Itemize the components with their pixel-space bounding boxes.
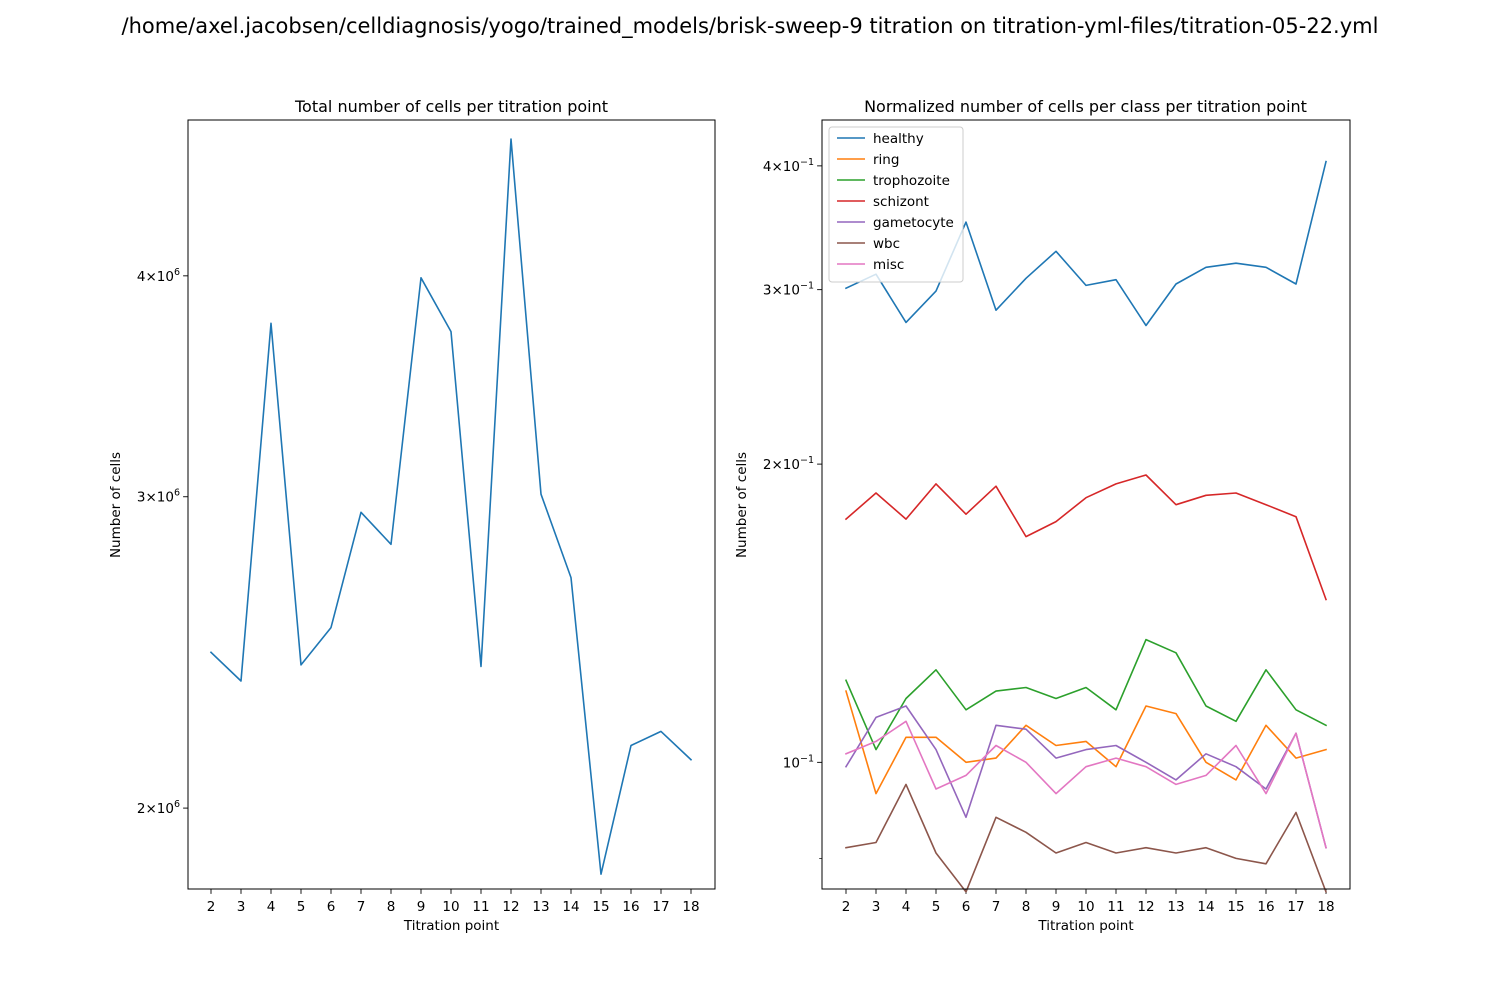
- normalized-cells-x-ticks: 2 3 4 5 6 7 8 9 10 11 12 13 14 15 16 17 18: [842, 889, 1335, 915]
- total-cells-x-tick-label: 3: [237, 899, 246, 915]
- normalized-cells-x-tick-label: 18: [1317, 899, 1334, 915]
- normalized-cells-series-wbc: [845, 783, 1328, 893]
- normalized-cells-x-tick-label: 8: [1022, 899, 1031, 915]
- legend-label-ring: ring: [873, 152, 899, 168]
- normalized-cells-x-tick-label: 2: [842, 899, 851, 915]
- normalized-cells-series-ring: [845, 690, 1327, 795]
- normalized-cells-x-tick-label: 13: [1167, 899, 1184, 915]
- normalized-cells-chart: Normalized number of cells per class per…: [734, 97, 1351, 934]
- total-cells-x-tick-label: 8: [387, 899, 396, 915]
- normalized-cells-legend: healthy ring trophozoite schizont gametocyte…: [828, 126, 964, 283]
- normalized-cells-x-tick-label: 9: [1052, 899, 1061, 915]
- normalized-cells-series-misc: [844, 720, 1327, 849]
- normalized-cells-series-healthy: [844, 160, 1327, 327]
- total-cells-x-tick-label: 9: [417, 899, 426, 915]
- normalized-cells-x-tick-label: 10: [1077, 899, 1094, 915]
- normalized-cells-y-tick-label: 3×10−1: [763, 281, 814, 299]
- normalized-cells-x-tick-label: 12: [1137, 899, 1154, 915]
- normalized-cells-lines: [844, 160, 1328, 893]
- normalized-cells-series-schizont: [844, 474, 1328, 601]
- total-cells-y-label: Number of cells: [108, 452, 124, 558]
- normalized-cells-series-gametocyte: [844, 705, 1327, 849]
- normalized-cells-y-tick-label: 10−1: [783, 753, 814, 771]
- legend-label-healthy: healthy: [873, 131, 924, 147]
- normalized-cells-y-tick-label: 4×10−1: [763, 157, 814, 175]
- total-cells-y-tick-label: 2×106: [137, 799, 180, 817]
- normalized-cells-x-tick-label: 7: [992, 899, 1001, 915]
- total-cells-x-label: Titration point: [403, 918, 499, 934]
- total-cells-x-tick-label: 14: [562, 899, 579, 915]
- legend-label-misc: misc: [873, 257, 904, 273]
- legend-label-trophozoite: trophozoite: [873, 173, 950, 189]
- legend-label-schizont: schizont: [873, 194, 929, 210]
- total-cells-x-ticks: 2 3 4 5 6 7 8 9 10 11 12 13 14 15 16 17 18: [207, 889, 700, 915]
- normalized-cells-x-tick-label: 3: [872, 899, 881, 915]
- total-cells-x-tick-label: 12: [502, 899, 519, 915]
- total-cells-chart-title: Total number of cells per titration poin…: [294, 97, 608, 116]
- total-cells-x-tick-label: 7: [357, 899, 366, 915]
- normalized-cells-series-trophozoite: [844, 638, 1328, 751]
- total-cells-x-tick-label: 6: [327, 899, 336, 915]
- normalized-cells-chart-title: Normalized number of cells per class per…: [864, 97, 1307, 116]
- normalized-cells-x-tick-label: 17: [1287, 899, 1304, 915]
- total-cells-chart: Total number of cells per titration poin…: [108, 97, 716, 934]
- total-cells-axes-frame: [187, 119, 716, 890]
- legend-label-gametocyte: gametocyte: [873, 215, 954, 231]
- total-cells-x-tick-label: 16: [622, 899, 639, 915]
- total-cells-y-ticks: 2×106 3×106 4×106: [137, 267, 188, 817]
- normalized-cells-y-ticks: 10−1 2×10−1 3×10−1 4×10−1: [763, 157, 822, 859]
- normalized-cells-x-tick-label: 4: [902, 899, 911, 915]
- total-cells-y-tick-label: 3×106: [137, 488, 180, 506]
- figure-suptitle: /home/axel.jacobsen/celldiagnosis/yogo/t…: [121, 14, 1379, 38]
- total-cells-x-tick-label: 2: [207, 899, 216, 915]
- normalized-cells-y-label: Number of cells: [734, 452, 750, 558]
- total-cells-x-tick-label: 13: [532, 899, 549, 915]
- total-cells-x-tick-label: 11: [472, 899, 489, 915]
- normalized-cells-x-tick-label: 6: [962, 899, 971, 915]
- total-cells-y-tick-label: 4×106: [137, 267, 180, 285]
- normalized-cells-x-tick-label: 5: [932, 899, 941, 915]
- total-cells-x-tick-label: 18: [682, 899, 699, 915]
- total-cells-x-tick-label: 15: [592, 899, 609, 915]
- normalized-cells-x-tick-label: 16: [1257, 899, 1274, 915]
- total-cells-series-line: [209, 138, 693, 876]
- total-cells-x-tick-label: 17: [652, 899, 669, 915]
- total-cells-x-tick-label: 10: [442, 899, 459, 915]
- normalized-cells-axes-frame: [821, 119, 1351, 890]
- total-cells-x-tick-label: 5: [297, 899, 306, 915]
- normalized-cells-x-tick-label: 14: [1197, 899, 1214, 915]
- normalized-cells-y-tick-label: 2×10−1: [763, 455, 814, 473]
- total-cells-lines: [209, 138, 693, 876]
- normalized-cells-x-tick-label: 11: [1107, 899, 1124, 915]
- normalized-cells-x-label: Titration point: [1037, 918, 1133, 934]
- legend-label-wbc: wbc: [873, 236, 900, 252]
- normalized-cells-x-tick-label: 15: [1227, 899, 1244, 915]
- total-cells-x-tick-label: 4: [267, 899, 276, 915]
